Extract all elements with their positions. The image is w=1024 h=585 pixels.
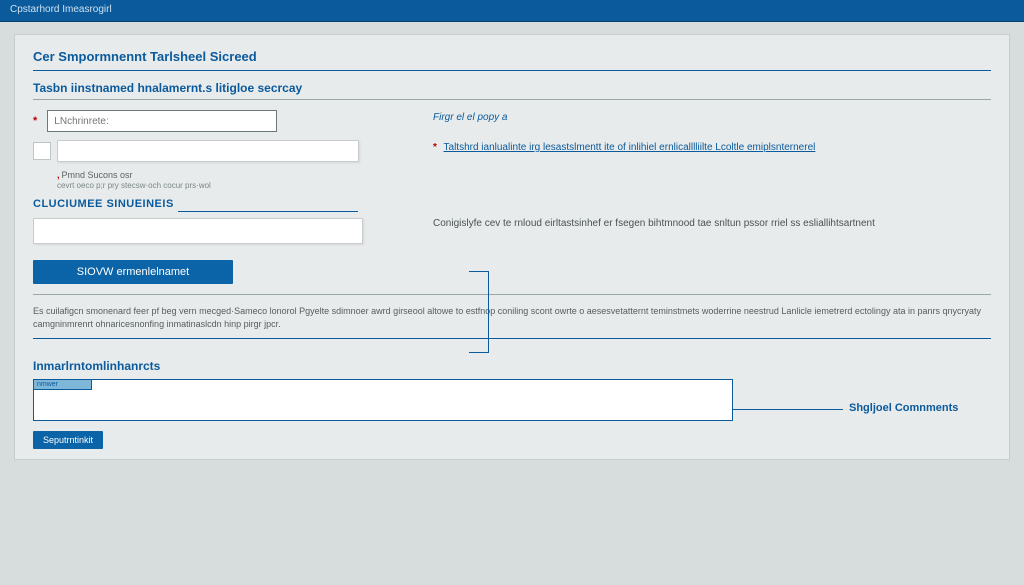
caption-line: cevrt oeco p;r pry stecsw·och cocur prs·… <box>57 181 991 190</box>
rule-after-btn <box>33 294 991 295</box>
section1-heading: Tasbn iinstnamed hnalamernt.s litigloe s… <box>33 81 991 95</box>
field2-input[interactable] <box>57 140 359 162</box>
culoumee-label: CLUCIUMEE SINUEINEIS <box>33 198 174 210</box>
field1-hint: Firgr el el popy a <box>433 112 507 123</box>
rule-section1 <box>33 99 991 100</box>
comments-section: Inmarlrntomlinhanrcts nmwer Shgljoel Com… <box>33 349 991 449</box>
caption-small: ,Pmnd Sucons osr <box>57 170 991 180</box>
checkbox-box[interactable] <box>33 142 51 160</box>
culoumee-input[interactable] <box>33 218 363 244</box>
row-culoumee: CLUCIUMEE SINUEINEIS Conigislyfe cev te … <box>33 198 991 244</box>
assessment-link[interactable]: Taltshrd ianlualinte irg lesastslmentt i… <box>444 142 816 153</box>
bracket-annotation <box>469 271 489 353</box>
page-title: Cer Smpormnennt Tarlsheel Sicreed <box>33 49 991 64</box>
culoumee-help: Conigislyfe cev te rnloud eirltastsinhef… <box>433 218 875 229</box>
page: Cer Smpormnennt Tarlsheel Sicreed Tasbn … <box>0 22 1024 460</box>
comments-tab[interactable]: nmwer <box>34 380 92 390</box>
submit-button[interactable]: Seputrntinkit <box>33 431 103 449</box>
rule-before-comments <box>33 338 991 339</box>
fineprint-text: Es cuilafigcn smonenard feer pf beg vern… <box>33 305 991 330</box>
field1-input[interactable] <box>47 110 277 132</box>
row-field2: * Taltshrd ianlualinte irg lesastslmentt… <box>33 140 991 162</box>
topbar-title: Cpstarhord Imeasrogirl <box>10 4 112 15</box>
leader-line <box>733 409 843 410</box>
required-marker-2: * <box>433 142 437 153</box>
main-card: Cer Smpormnennt Tarlsheel Sicreed Tasbn … <box>14 34 1010 460</box>
comments-box[interactable]: nmwer <box>33 379 733 421</box>
leader-label: Shgljoel Comnments <box>849 402 958 414</box>
row-field1: * Firgr el el popy a <box>33 110 991 132</box>
comments-heading: Inmarlrntomlinhanrcts <box>33 359 991 373</box>
top-bar: Cpstarhord Imeasrogirl <box>0 0 1024 22</box>
rule-top <box>33 70 991 71</box>
required-marker: * <box>33 115 37 127</box>
culoumee-underline <box>178 211 358 212</box>
comments-box-wrap: nmwer Shgljoel Comnments <box>33 379 991 421</box>
primary-button[interactable]: SIOVW ermenlelnamet <box>33 260 233 284</box>
